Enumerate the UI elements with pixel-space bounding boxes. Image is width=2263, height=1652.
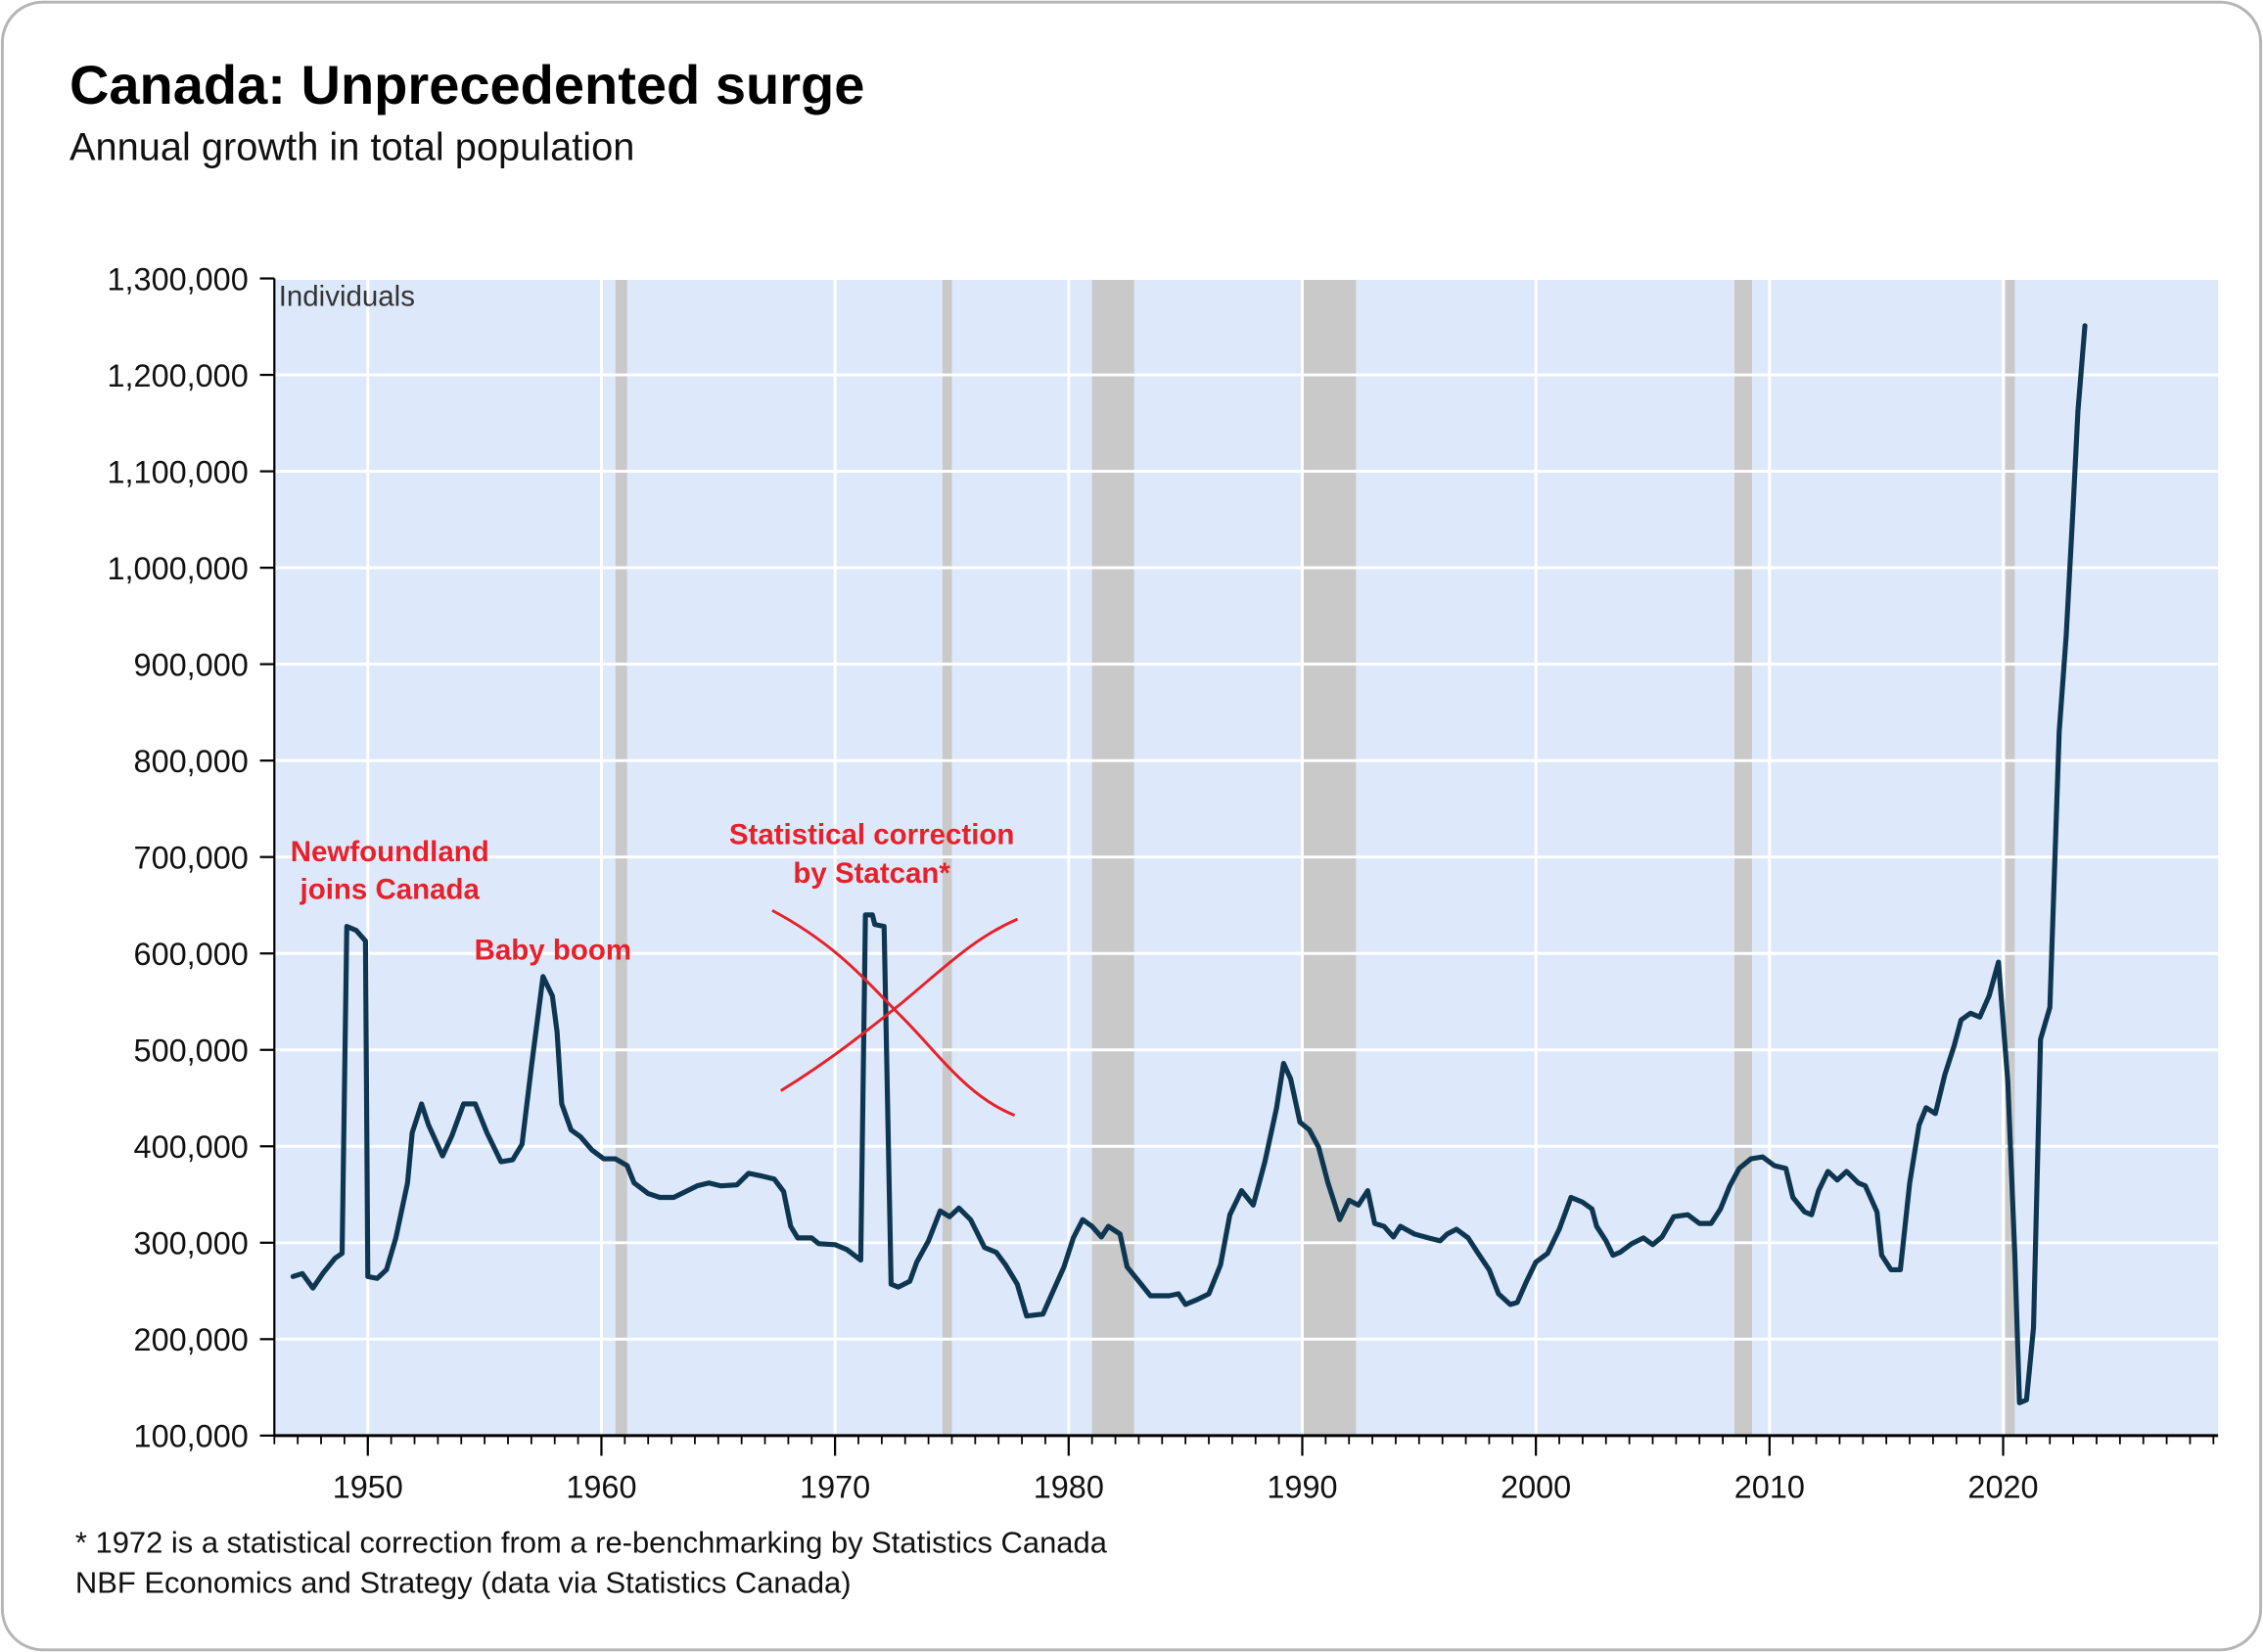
x-tick-label: 1980 — [1034, 1469, 1104, 1504]
annotation: Statistical correction — [729, 818, 1015, 850]
chart-title: Canada: Unprecedented surge — [69, 54, 864, 115]
data-line — [290, 323, 2088, 1405]
y-tick-label: 100,000 — [134, 1419, 249, 1454]
x-tick-label: 1950 — [333, 1469, 403, 1504]
cross-mark — [771, 908, 1016, 1117]
x-tick-label: 1990 — [1267, 1469, 1337, 1504]
y-axis-unit: Individuals — [279, 281, 415, 313]
annotation: Newfoundland — [291, 836, 489, 868]
chart-subtitle: Annual growth in total population — [69, 126, 634, 169]
x-tick-label: 2020 — [1967, 1469, 2038, 1504]
y-tick-label: 1,000,000 — [108, 551, 249, 586]
y-tick-label: 200,000 — [134, 1322, 249, 1357]
annotation: by Statcan* — [793, 857, 950, 890]
y-tick-label: 500,000 — [134, 1033, 249, 1069]
y-tick-label: 700,000 — [134, 840, 249, 875]
x-tick-label: 2010 — [1734, 1469, 1805, 1504]
y-tick-label: 800,000 — [134, 744, 249, 779]
y-tick-label: 900,000 — [134, 647, 249, 682]
y-tick-label: 300,000 — [134, 1226, 249, 1262]
plot-area: 100,000 200,000 300,000 400,000 500,000 600,0… — [108, 261, 2219, 1504]
source-note: NBF Economics and Strategy (data via Sta… — [75, 1566, 852, 1600]
x-tick-label: 2000 — [1501, 1469, 1571, 1504]
y-tick-label: 1,300,000 — [108, 261, 249, 297]
annotation: joins Canada — [300, 873, 481, 905]
y-tick-label: 400,000 — [134, 1129, 249, 1165]
y-tick-label: 600,000 — [134, 937, 249, 972]
y-tick-label: 1,200,000 — [108, 358, 249, 393]
footnote: * 1972 is a statistical correction from … — [75, 1525, 1108, 1559]
y-tick-label: 1,100,000 — [108, 454, 249, 489]
annotation: Baby boom — [475, 934, 631, 966]
cross-mark — [779, 917, 1019, 1092]
x-tick-label: 1970 — [800, 1469, 870, 1504]
x-tick-label: 1960 — [566, 1469, 636, 1504]
